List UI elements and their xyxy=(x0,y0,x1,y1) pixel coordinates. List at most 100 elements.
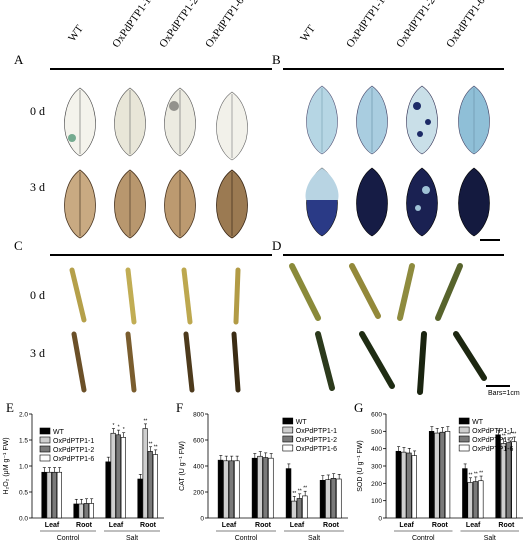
leaf-dab-0d-6 xyxy=(216,91,248,161)
leaf-dab-0d-wt xyxy=(64,87,96,157)
bar xyxy=(478,480,484,519)
bar xyxy=(152,454,158,519)
legend-label: WT xyxy=(472,419,484,426)
x-tick-label: Root xyxy=(76,522,93,529)
y-tick-label: 1.5 xyxy=(19,438,28,445)
bar xyxy=(51,471,57,519)
header-rule-c xyxy=(50,254,272,256)
panel-label-c: C xyxy=(14,238,23,253)
y-tick-label: 500 xyxy=(371,429,382,436)
legend-swatch xyxy=(458,444,470,452)
bar xyxy=(115,434,121,519)
bar xyxy=(268,457,274,519)
day-label-0d: 0 d xyxy=(30,288,45,302)
group-label: Control xyxy=(235,535,258,542)
legend-swatch xyxy=(282,417,294,425)
root-0d-wt xyxy=(69,267,87,323)
root-d-0d-wt xyxy=(289,263,321,321)
bar xyxy=(330,478,337,519)
bar xyxy=(444,431,451,519)
bar xyxy=(105,461,111,519)
significance-mark: * xyxy=(112,423,114,429)
y-tick-label: 0.5 xyxy=(19,490,28,497)
significance-mark: ** xyxy=(298,488,302,494)
bar xyxy=(228,460,235,519)
leaf-dab-3d-1 xyxy=(114,169,146,239)
y-axis-label: CAT (U g⁻¹ FW) xyxy=(179,441,186,491)
root-d-0d-1 xyxy=(349,263,381,319)
significance-mark: * xyxy=(118,425,120,431)
bar xyxy=(462,468,468,519)
group-label: Salt xyxy=(126,535,138,542)
root-0d-6 xyxy=(233,267,241,325)
root-0d-1 xyxy=(125,267,137,325)
bar xyxy=(506,442,512,519)
root-3d-1 xyxy=(125,331,137,393)
bar xyxy=(41,471,47,519)
bar xyxy=(46,471,52,519)
bar xyxy=(223,460,229,519)
legend-label: OxPdPTP1-2 xyxy=(53,447,94,454)
significance-mark: ** xyxy=(502,433,506,439)
legend-swatch xyxy=(282,426,294,434)
root-d-3d-wt xyxy=(315,331,335,391)
sod-bar-chart: SOD (U g⁻¹ FW) 0 100 200 300 400 500 600 Leaf Roo… xyxy=(357,412,523,542)
bar xyxy=(78,503,84,519)
bar xyxy=(439,431,445,519)
legend-label: OxPdPTP1-6 xyxy=(296,446,337,453)
bar xyxy=(291,500,297,519)
y-tick-label: 2.0 xyxy=(19,412,28,419)
legend-swatch xyxy=(39,454,51,462)
bar xyxy=(395,450,402,519)
bar xyxy=(401,451,407,519)
leaf-dab-3d-6 xyxy=(216,169,248,239)
day-label-3d: 3 d xyxy=(30,180,45,194)
significance-mark: ** xyxy=(512,432,516,438)
bar xyxy=(406,452,412,519)
significance-mark: ** xyxy=(143,418,147,424)
leaf-dab-0d-2 xyxy=(164,87,196,157)
legend-label: OxPdPTP1-6 xyxy=(472,446,513,453)
root-3d-wt xyxy=(71,331,87,393)
x-tick-label: Root xyxy=(323,522,340,529)
legend-swatch xyxy=(282,444,294,452)
legend-label: OxPdPTP1-1 xyxy=(472,428,513,435)
day-label-0d: 0 d xyxy=(30,104,45,118)
bar xyxy=(285,468,292,519)
group-label: Control xyxy=(57,535,80,542)
group-label: Salt xyxy=(484,535,496,542)
y-tick-label: 200 xyxy=(371,481,382,488)
legend-label: OxPdPTP1-1 xyxy=(296,428,337,435)
significance-mark: ** xyxy=(292,491,296,497)
y-tick-label: 0 xyxy=(200,516,204,523)
legend-swatch xyxy=(458,426,470,434)
panel-label-e: E xyxy=(6,400,14,415)
y-tick-label: 400 xyxy=(193,464,204,471)
bar xyxy=(142,428,148,519)
legend-swatch xyxy=(458,435,470,443)
root-0d-2 xyxy=(181,267,193,325)
bar xyxy=(302,495,308,519)
y-tick-label: 600 xyxy=(193,438,204,445)
bar xyxy=(83,503,89,519)
y-tick-label: 400 xyxy=(371,446,382,453)
bar xyxy=(137,478,143,519)
significance-mark: ** xyxy=(474,471,478,477)
x-tick-label: Root xyxy=(498,522,515,529)
bar xyxy=(217,459,224,519)
bar xyxy=(88,503,94,519)
bar xyxy=(472,481,479,519)
x-tick-label: Leaf xyxy=(466,522,481,529)
h2o2-bar-chart: H₂O₂ (μM g⁻¹ FW) 0.0 0.5 1.0 1.5 2.0 Leaf Root *… xyxy=(3,412,164,542)
x-tick-label: Root xyxy=(140,522,157,529)
significance-mark: * xyxy=(123,427,125,433)
root-d-3d-2 xyxy=(417,331,427,395)
bar xyxy=(319,480,326,519)
bar xyxy=(434,432,440,519)
leaf-nbt-3d-6 xyxy=(458,167,490,237)
leaf-nbt-0d-wt xyxy=(306,85,338,155)
stain-photos xyxy=(64,85,510,395)
bar xyxy=(511,441,517,519)
bar xyxy=(257,455,263,519)
bar xyxy=(73,503,79,519)
